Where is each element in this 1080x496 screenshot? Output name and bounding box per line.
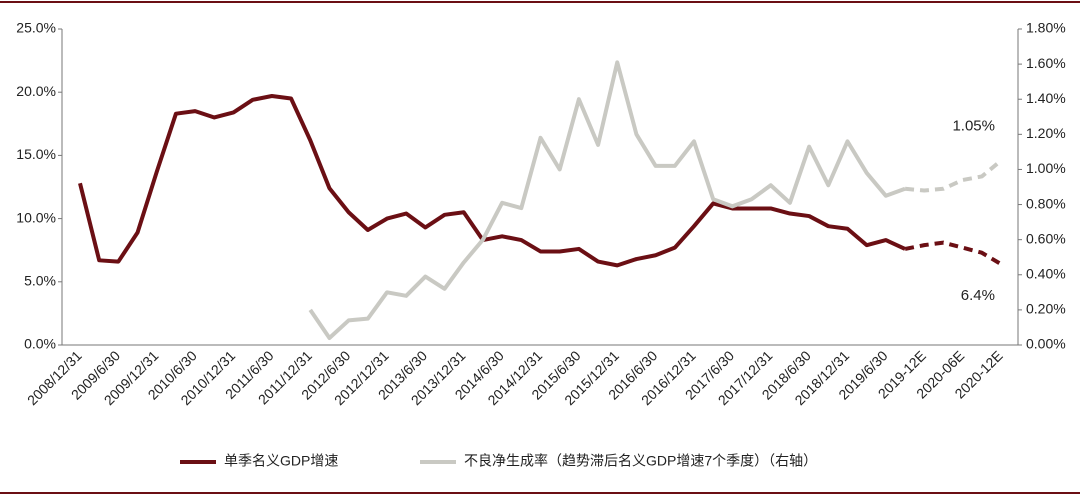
y-tick-label: 0.0% — [24, 336, 56, 352]
y2-tick-label: 1.60% — [1026, 55, 1066, 71]
bottom-border — [0, 492, 1080, 494]
y2-tick-label: 1.40% — [1026, 90, 1066, 106]
legend-label: 单季名义GDP增速 — [224, 453, 338, 469]
legend-label: 不良净生成率（趋势滞后名义GDP增速7个季度）（右轴） — [464, 453, 817, 469]
y2-tick-label: 0.60% — [1026, 230, 1066, 246]
y-tick-label: 10.0% — [16, 209, 56, 225]
annotation: 6.4% — [961, 287, 995, 304]
y-tick-label: 20.0% — [16, 83, 56, 99]
y-tick-label: 25.0% — [16, 20, 56, 36]
annotation: 1.05% — [952, 118, 995, 135]
series-line — [308, 60, 906, 340]
y2-tick-label: 1.80% — [1026, 20, 1066, 36]
top-border — [0, 1, 1080, 3]
series-line — [904, 159, 1003, 193]
y-tick-label: 5.0% — [24, 273, 56, 289]
y2-tick-label: 1.00% — [1026, 160, 1066, 176]
y2-tick-label: 0.40% — [1026, 265, 1066, 281]
series-line — [78, 93, 906, 268]
y2-tick-label: 0.20% — [1026, 301, 1066, 317]
y2-tick-label: 1.20% — [1026, 125, 1066, 141]
y-tick-label: 15.0% — [16, 146, 56, 162]
y2-tick-label: 0.80% — [1026, 195, 1066, 211]
y2-tick-label: 0.00% — [1026, 336, 1066, 352]
series-line — [904, 240, 1003, 266]
